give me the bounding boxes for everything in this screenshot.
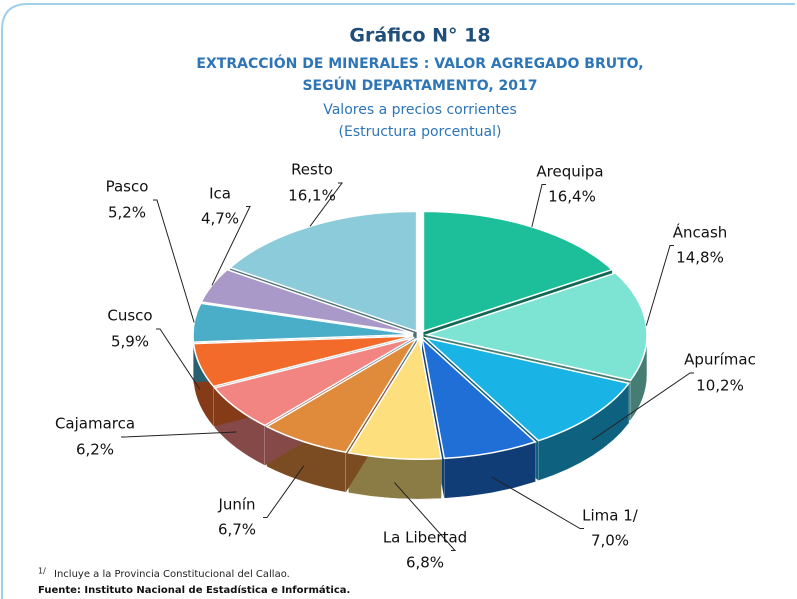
slice-value: 5,2% <box>108 204 146 222</box>
slice-value: 6,2% <box>76 441 114 459</box>
slice-label: La Libertad <box>383 529 467 547</box>
slice-label: Pasco <box>106 178 149 196</box>
leader-line <box>153 199 195 323</box>
slice-value: 16,4% <box>548 188 596 206</box>
slice <box>347 337 443 460</box>
chart-subtitle: EXTRACCIÓN DE MINERALES : VALOR AGREGADO… <box>196 54 643 72</box>
leader-line <box>394 482 457 551</box>
leader-line <box>591 372 694 441</box>
slice-value: 5,9% <box>111 333 149 351</box>
chart-note: (Estructura porcentual) <box>339 124 502 140</box>
slice-value: 14,8% <box>676 249 724 267</box>
slice-value: 16,1% <box>288 187 336 205</box>
slice <box>424 272 648 382</box>
slice <box>265 337 418 454</box>
footnote: Incluye a la Provincia Constitucional de… <box>54 569 290 580</box>
slice-value: 7,0% <box>591 532 629 550</box>
slice-label: Áncash <box>673 223 728 242</box>
slice-value: 6,7% <box>218 521 256 539</box>
slice-label: Arequipa <box>536 163 603 181</box>
slice <box>228 210 418 333</box>
slice-value: 10,2% <box>696 377 744 395</box>
slice-value: 4,7% <box>201 210 239 228</box>
slice-value: 6,8% <box>406 554 444 572</box>
leader-line <box>645 245 674 326</box>
leader-line <box>121 431 237 438</box>
frame <box>1 3 795 599</box>
leader-line <box>263 465 305 518</box>
slice <box>200 268 414 335</box>
slice-label: Apurímac <box>684 351 756 369</box>
source: Fuente: Instituto Nacional de Estadístic… <box>38 584 350 596</box>
chart-title: Gráfico N° 18 <box>349 25 490 47</box>
leader-line <box>491 476 584 529</box>
slice <box>422 336 631 442</box>
slice <box>422 210 614 333</box>
slice-label: Lima 1/ <box>582 507 639 525</box>
slice-label: Cusco <box>107 307 152 325</box>
slice-label: Resto <box>291 161 333 179</box>
leader-line <box>211 206 251 286</box>
footnote-marker: 1/ <box>38 567 46 576</box>
chart-subtitle: SEGÚN DEPARTAMENTO, 2017 <box>302 76 537 94</box>
slice <box>421 336 537 460</box>
slice <box>192 335 414 388</box>
leader-line <box>531 184 546 228</box>
slice-label: Ica <box>209 185 231 203</box>
pie-labels: Arequipa 16,4% Áncash 14,8% Apurímac 10,2% Lim… <box>55 161 756 572</box>
slice <box>213 336 415 427</box>
slice-label: Junín <box>217 496 255 514</box>
leader-line <box>156 328 201 390</box>
slice-label: Cajamarca <box>55 415 135 433</box>
chart-note: Valores a precios corrientes <box>323 102 517 118</box>
pie-tops <box>192 210 648 460</box>
leader-line <box>309 182 343 227</box>
